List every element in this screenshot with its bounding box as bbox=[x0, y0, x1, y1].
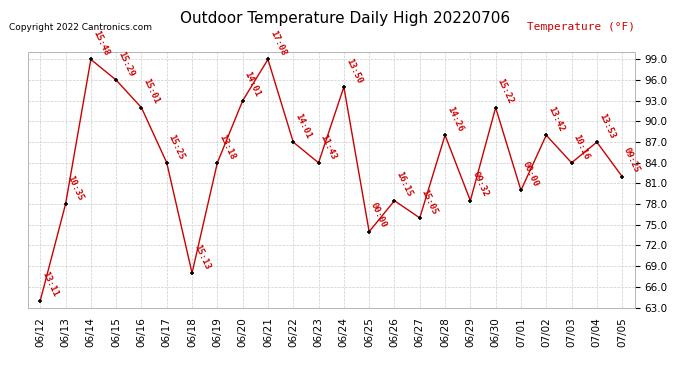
Text: 10:35: 10:35 bbox=[66, 174, 85, 202]
Text: 00:00: 00:00 bbox=[521, 160, 540, 188]
Text: 13:11: 13:11 bbox=[40, 270, 60, 298]
Point bbox=[490, 105, 501, 111]
Text: 17:08: 17:08 bbox=[268, 29, 288, 57]
Point bbox=[389, 198, 400, 204]
Text: 14:01: 14:01 bbox=[243, 70, 262, 99]
Text: 16:15: 16:15 bbox=[395, 171, 414, 199]
Point bbox=[262, 56, 273, 62]
Point bbox=[338, 84, 349, 90]
Point bbox=[60, 201, 71, 207]
Text: 13:42: 13:42 bbox=[546, 105, 566, 133]
Point bbox=[86, 56, 97, 62]
Point bbox=[313, 160, 324, 166]
Point bbox=[110, 77, 121, 83]
Text: 09:32: 09:32 bbox=[471, 171, 490, 199]
Text: Copyright 2022 Cantronics.com: Copyright 2022 Cantronics.com bbox=[10, 23, 152, 32]
Text: 14:01: 14:01 bbox=[293, 112, 313, 140]
Point bbox=[136, 105, 147, 111]
Text: 15:48: 15:48 bbox=[91, 29, 110, 57]
Point bbox=[364, 229, 375, 235]
Point bbox=[186, 270, 197, 276]
Text: 15:25: 15:25 bbox=[167, 132, 186, 161]
Point bbox=[566, 160, 577, 166]
Text: 15:22: 15:22 bbox=[495, 77, 515, 106]
Point bbox=[617, 174, 628, 180]
Point bbox=[237, 98, 248, 104]
Text: 15:13: 15:13 bbox=[192, 243, 212, 271]
Point bbox=[161, 160, 172, 166]
Text: 10:16: 10:16 bbox=[571, 132, 591, 161]
Text: 11:43: 11:43 bbox=[319, 132, 338, 161]
Point bbox=[34, 298, 46, 304]
Point bbox=[414, 215, 425, 221]
Text: 15:01: 15:01 bbox=[141, 77, 161, 106]
Text: 09:25: 09:25 bbox=[622, 146, 642, 174]
Point bbox=[515, 188, 526, 194]
Text: 00:00: 00:00 bbox=[369, 201, 388, 229]
Point bbox=[212, 160, 223, 166]
Text: 14:26: 14:26 bbox=[445, 105, 464, 133]
Text: Temperature (°F): Temperature (°F) bbox=[526, 22, 635, 32]
Text: 15:29: 15:29 bbox=[116, 50, 136, 78]
Text: Outdoor Temperature Daily High 20220706: Outdoor Temperature Daily High 20220706 bbox=[180, 11, 510, 26]
Point bbox=[465, 198, 476, 204]
Text: 13:53: 13:53 bbox=[597, 112, 616, 140]
Point bbox=[440, 132, 451, 138]
Point bbox=[288, 139, 299, 145]
Text: 13:18: 13:18 bbox=[217, 132, 237, 161]
Text: 13:50: 13:50 bbox=[344, 57, 364, 85]
Text: 15:05: 15:05 bbox=[420, 188, 440, 216]
Point bbox=[591, 139, 602, 145]
Point bbox=[541, 132, 552, 138]
